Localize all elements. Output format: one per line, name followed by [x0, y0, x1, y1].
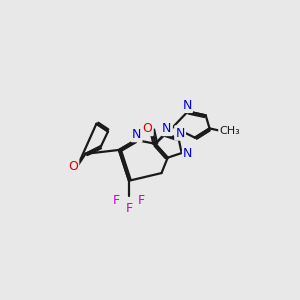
Text: O: O	[142, 122, 152, 135]
Text: N: N	[162, 122, 172, 135]
Text: F: F	[125, 202, 133, 215]
Text: F: F	[138, 194, 145, 206]
Text: O: O	[68, 160, 78, 172]
Text: CH₃: CH₃	[219, 127, 240, 136]
Text: N: N	[176, 127, 185, 140]
Text: N: N	[182, 99, 192, 112]
Text: F: F	[113, 194, 120, 206]
Text: N: N	[132, 128, 141, 141]
Text: N: N	[183, 147, 193, 160]
